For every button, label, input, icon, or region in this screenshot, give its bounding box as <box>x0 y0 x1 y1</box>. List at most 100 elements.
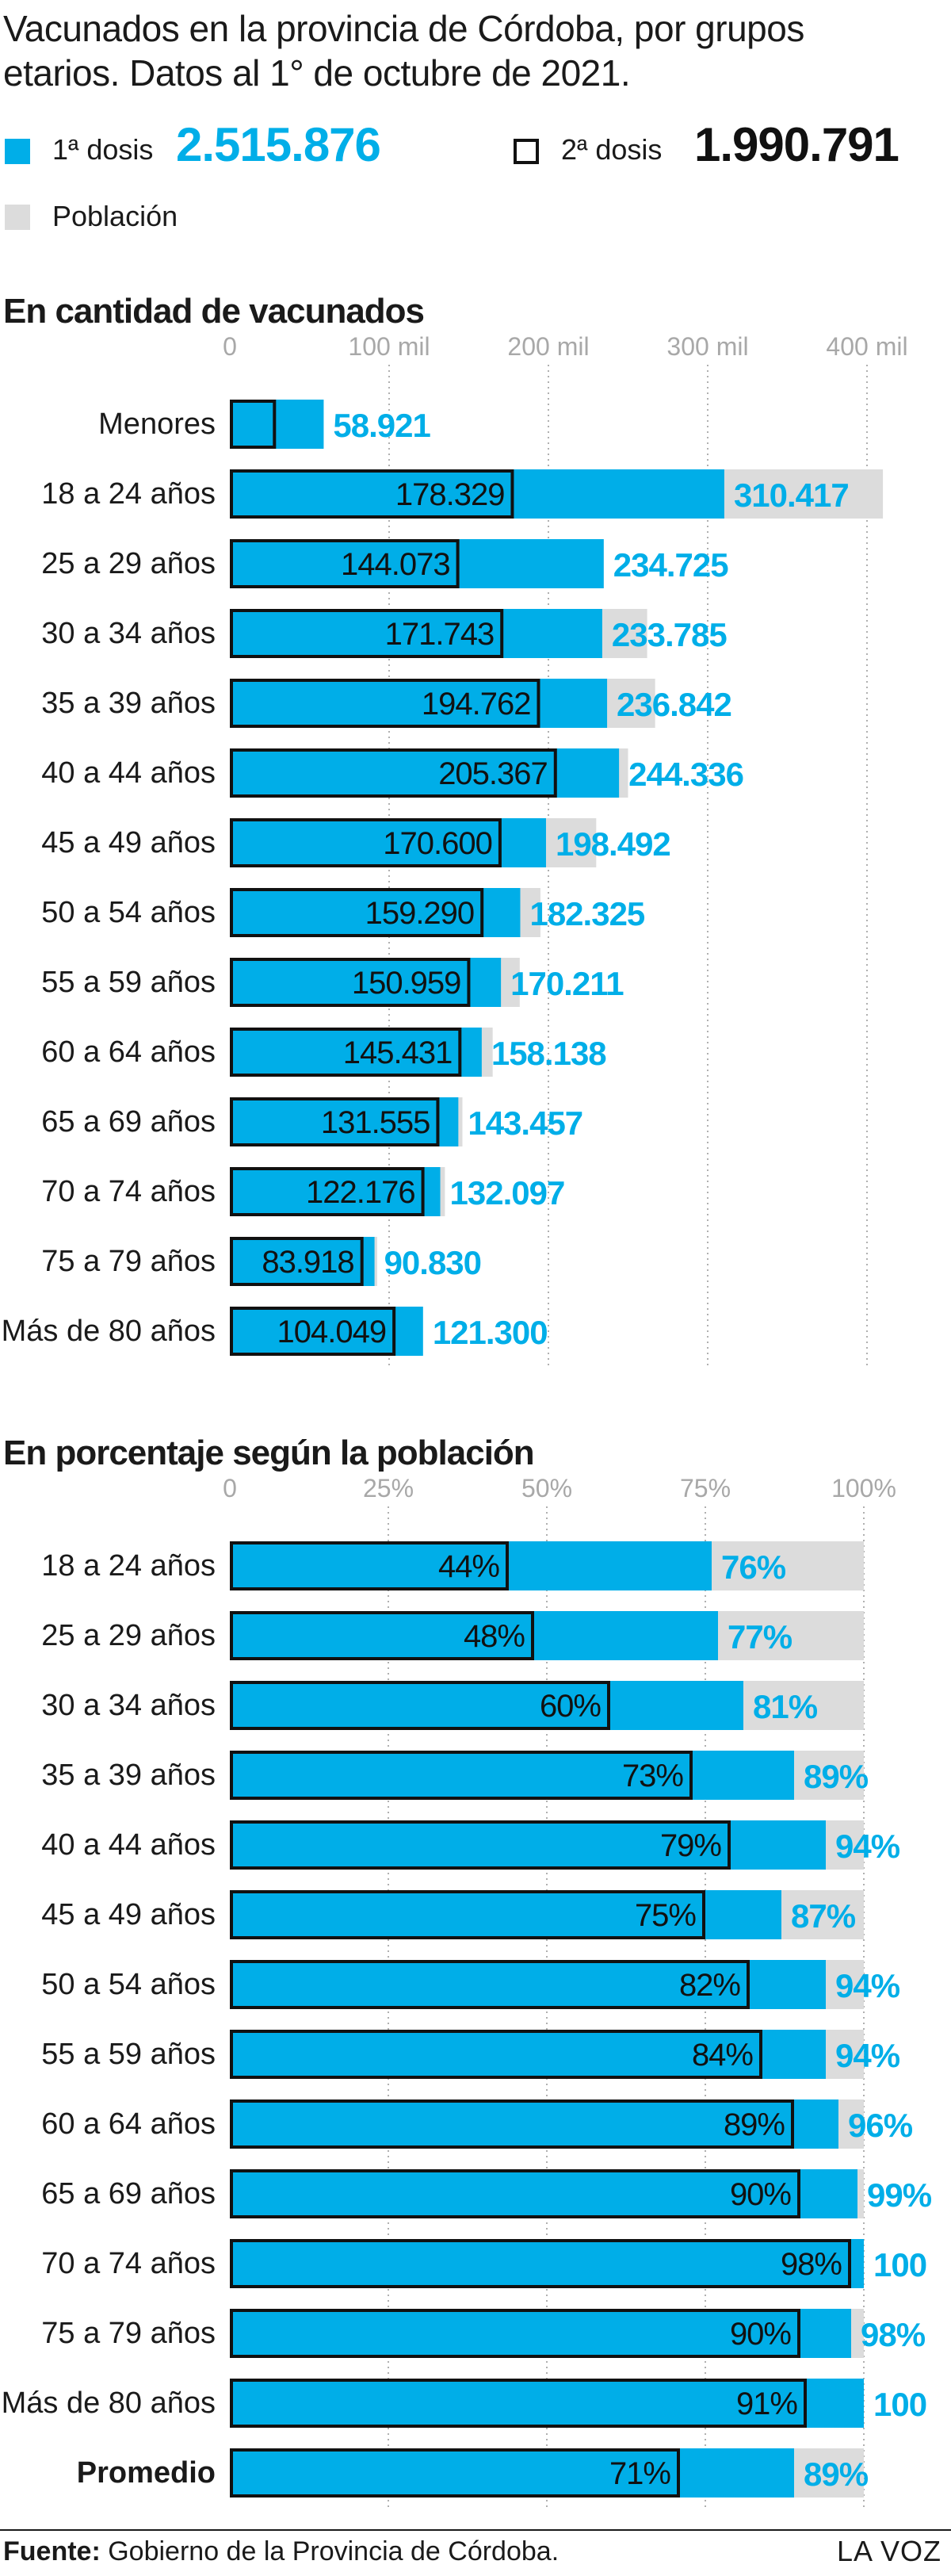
dose2-value-label: 131.555 <box>321 1105 430 1140</box>
dose1-bar <box>230 2030 826 2079</box>
dose1-value-label: 244.336 <box>628 756 743 793</box>
category-label: 75 a 79 años <box>41 2317 216 2350</box>
tick-label: 300 mil <box>666 332 748 361</box>
dose2-value-label: 150.959 <box>352 966 461 1001</box>
dose2-value-label: 194.762 <box>422 687 531 722</box>
legend-swatch-dose2 <box>514 139 539 164</box>
dose1-value-label: 143.457 <box>468 1104 582 1142</box>
dose1-bar <box>230 539 604 588</box>
dose1-bar <box>230 2379 864 2428</box>
category-label: 50 a 54 años <box>41 1968 216 2001</box>
category-label: 70 a 74 años <box>41 1175 216 1208</box>
dose2-bar <box>230 1541 509 1590</box>
dose2-value-label: 83.918 <box>262 1245 353 1280</box>
dose1-value-label: 121.300 <box>433 1314 548 1351</box>
dose1-value-label: 81% <box>753 1688 818 1725</box>
dose2-value-label: 144.073 <box>341 547 450 582</box>
source-label: Fuente: <box>3 2536 101 2566</box>
category-label: 50 a 54 años <box>41 896 216 929</box>
tick-label: 75% <box>680 1474 731 1502</box>
dose2-bar <box>230 2030 762 2079</box>
dose2-bar <box>230 1890 705 1939</box>
dose2-bar <box>230 1167 425 1216</box>
dose1-value-label: 87% <box>791 1897 856 1935</box>
category-label: 45 a 49 años <box>41 1898 216 1931</box>
tick-label: 200 mil <box>507 332 589 361</box>
dose1-value-label: 90.830 <box>384 1244 481 1281</box>
section-title-quantity: En cantidad de vacunados <box>3 292 425 331</box>
dose1-bar <box>230 2448 794 2498</box>
dose2-bar <box>230 2169 800 2218</box>
dose2-value-label: 122.176 <box>306 1175 415 1210</box>
dose1-value-label: 98% <box>861 2316 926 2353</box>
dose2-bar <box>230 888 484 937</box>
category-label: 55 a 59 años <box>41 966 216 999</box>
dose2-bar <box>230 1237 364 1286</box>
dose2-value-label: 90% <box>730 2317 791 2352</box>
dose1-value-label: 132.097 <box>450 1174 565 1211</box>
dose1-value-label: 182.325 <box>529 895 644 932</box>
dose2-bar <box>230 1751 693 1800</box>
dose1-value-label: 99% <box>867 2176 932 2214</box>
dose2-bar <box>230 2239 851 2288</box>
dose2-bar <box>230 958 471 1007</box>
dose2-bar <box>230 1028 462 1077</box>
dose2-bar <box>230 2448 680 2498</box>
dose2-value-label: 60% <box>540 1689 601 1724</box>
dose2-value-label: 73% <box>622 1759 683 1793</box>
category-label: Menores <box>98 408 216 441</box>
dose1-value-label: 234.725 <box>613 546 728 584</box>
tick-label: 100% <box>831 1474 896 1502</box>
category-label: 25 a 29 años <box>41 1619 216 1652</box>
dose2-value-label: 75% <box>635 1898 696 1933</box>
dose1-bar <box>230 1890 781 1939</box>
legend-swatch-dose1 <box>5 139 30 164</box>
category-label: 25 a 29 años <box>41 547 216 580</box>
category-label: 35 a 39 años <box>41 1759 216 1792</box>
dose1-bar <box>230 1960 826 2009</box>
dose1-bar <box>230 2099 838 2149</box>
tick-label: 25% <box>363 1474 414 1502</box>
dose1-bar <box>230 1167 441 1216</box>
category-label: 18 a 24 años <box>41 1549 216 1583</box>
category-label: 60 a 64 años <box>41 1035 216 1069</box>
dose1-value-label: 76% <box>721 1548 786 1586</box>
dose2-value-label: 171.743 <box>385 617 495 652</box>
dose1-bar <box>230 818 546 867</box>
dose2-value-label: 79% <box>660 1828 721 1863</box>
dose2-bar <box>230 2379 807 2428</box>
dose1-value-label: 58.921 <box>333 407 430 444</box>
dose1-bar <box>230 400 324 449</box>
dose1-bar <box>230 1681 743 1730</box>
dose2-value-label: 90% <box>730 2177 791 2212</box>
dose1-value-label: 100 <box>873 2246 926 2283</box>
category-label: 30 a 34 años <box>41 1689 216 1722</box>
category-label: 65 a 69 años <box>41 2177 216 2210</box>
dose2-bar <box>230 2099 794 2149</box>
category-label: 45 a 49 años <box>41 826 216 859</box>
footer-divider <box>0 2529 951 2531</box>
dose1-bar <box>230 609 602 658</box>
dose2-value-label: 71% <box>609 2456 670 2491</box>
dose2-bar <box>230 1307 396 1356</box>
dose1-value-label: 100 <box>873 2386 926 2423</box>
quantity-bar-chart: 0 100 mil 200 mil 300 mil 400 mil Menores 58.9… <box>2 332 908 1365</box>
percentage-bar-chart: 0 25% 50% 75% 100% 18 a 24 años 44% 76% 25 a 29 … <box>2 1474 933 2507</box>
dose1-value-label: 94% <box>835 2037 900 2074</box>
category-label: 40 a 44 años <box>41 1828 216 1862</box>
chart-title: Vacunados en la provincia de Córdoba, po… <box>3 8 804 94</box>
dose1-value-label: 89% <box>804 2455 869 2493</box>
category-label: 40 a 44 años <box>41 756 216 790</box>
category-label: Más de 80 años <box>2 1315 216 1348</box>
dose2-value-label: 44% <box>438 1549 499 1584</box>
legend-total-dose2: 1.990.791 <box>694 118 899 171</box>
dose2-bar <box>230 1681 610 1730</box>
dose2-bar <box>230 400 277 449</box>
dose1-value-label: 170.211 <box>510 965 624 1002</box>
category-label: 30 a 34 años <box>41 617 216 650</box>
category-label: Promedio <box>77 2456 216 2490</box>
category-label: 35 a 39 años <box>41 687 216 720</box>
dose2-bar <box>230 818 502 867</box>
dose1-bar <box>230 1097 459 1146</box>
brand-logo-text: LA VOZ <box>836 2535 941 2567</box>
